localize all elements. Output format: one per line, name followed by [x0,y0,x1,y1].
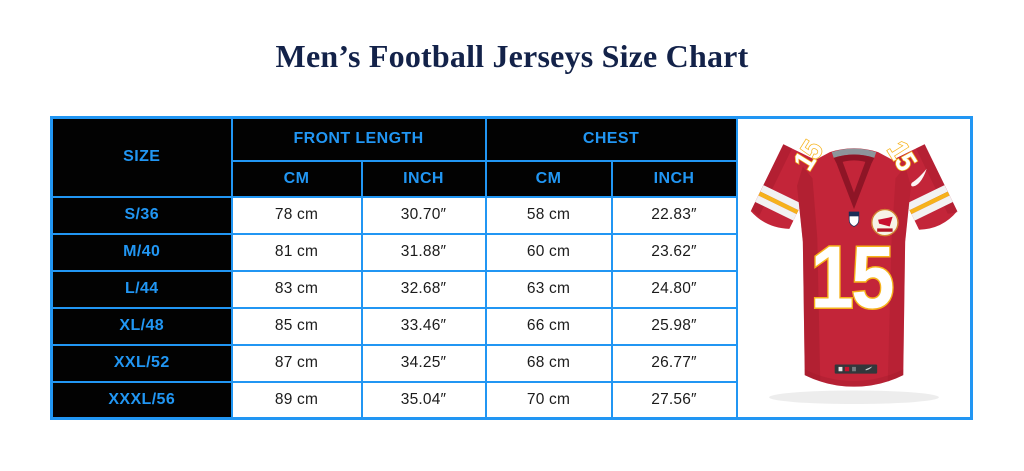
front-cm-cell: 83 cm [230,269,363,309]
front-inch-cell: 31.88″ [360,232,487,272]
front-inch-cell: 32.68″ [360,269,487,309]
team-patch-icon [870,208,899,237]
size-cell: XXL/52 [50,343,233,383]
chest-cm-cell: 60 cm [484,232,613,272]
chest-cm-cell: 66 cm [484,306,613,346]
jersey-product-cell: 15 15 [735,116,973,420]
size-cell: L/44 [50,269,233,309]
table-row: S/36 78 cm 30.70″ 58 cm 22.83″ [50,195,972,235]
jersey-collar-rim [833,154,875,164]
front-inch-cell: 34.25″ [360,343,487,383]
front-cm-cell: 85 cm [230,306,363,346]
chest-inch-cell: 27.56″ [610,380,738,420]
size-cell: M/40 [50,232,233,272]
front-cm-cell: 78 cm [230,195,363,235]
jersey-illustration: 15 15 [750,134,958,405]
header-front-inch: INCH [360,159,487,198]
nfl-shield-icon [848,211,859,227]
chest-inch-cell: 22.83″ [610,195,738,235]
size-cell: XXXL/56 [50,380,233,420]
chest-cm-cell: 70 cm [484,380,613,420]
jersey-left-shade [796,166,820,381]
header-front-length: FRONT LENGTH [230,116,487,162]
header-front-cm: CM [230,159,363,198]
header-chest-inch: INCH [610,159,738,198]
jersey-shadow [768,390,939,405]
front-cm-cell: 89 cm [230,380,363,420]
chest-inch-cell: 24.80″ [610,269,738,309]
front-cm-cell: 81 cm [230,232,363,272]
front-inch-cell: 30.70″ [360,195,487,235]
jock-tag [834,364,877,374]
chest-cm-cell: 58 cm [484,195,613,235]
table-row: M/40 81 cm 31.88″ 60 cm 23.62″ [50,232,972,272]
jersey-hem-shade [804,369,903,387]
chest-inch-cell: 23.62″ [610,232,738,272]
jersey-right-sleeve [886,144,958,230]
front-inch-cell: 35.04″ [360,380,487,420]
chest-cm-cell: 63 cm [484,269,613,309]
table-row: L/44 83 cm 32.68″ 63 cm 24.80″ [50,269,972,309]
header-chest-cm: CM [484,159,613,198]
jersey-left-sleeve [750,144,822,229]
front-inch-cell: 33.46″ [360,306,487,346]
jersey-vneck-trim [836,161,872,210]
jersey-chest-number: 15 [810,228,892,326]
chest-inch-cell: 25.98″ [610,306,738,346]
front-cm-cell: 87 cm [230,343,363,383]
header-row-groups: SIZE FRONT LENGTH CHEST [50,116,973,420]
jersey-collar-inner-band [831,148,876,158]
chest-cm-cell: 68 cm [484,343,613,383]
jersey-torso [796,148,911,387]
chest-inch-cell: 26.77″ [610,343,738,383]
table-row: XXL/52 87 cm 34.25″ 68 cm 26.77″ [50,343,972,383]
table-row: XXXL/56 89 cm 35.04″ 70 cm 27.56″ [50,380,972,420]
size-chart-table: SIZE FRONT LENGTH CHEST [50,116,974,420]
nike-swoosh-icon [910,168,927,187]
header-row-units: CM INCH CM INCH [52,159,972,198]
table-row: XL/48 85 cm 33.46″ 66 cm 25.98″ [50,306,972,346]
jersey-image: 15 15 [739,122,970,412]
size-cell: S/36 [50,195,233,235]
page-title: Men’s Football Jerseys Size Chart [275,38,749,74]
header-chest: CHEST [484,116,738,162]
size-cell: XL/48 [50,306,233,346]
header-size: SIZE [50,116,233,198]
